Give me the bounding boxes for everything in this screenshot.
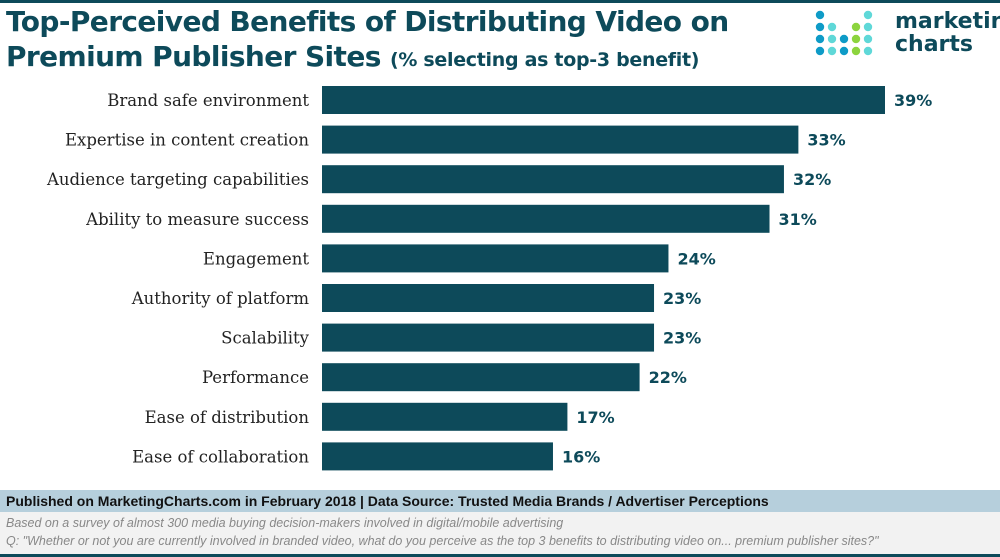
bar — [322, 244, 669, 273]
top-border — [0, 0, 1000, 3]
value-label: 23% — [663, 329, 701, 348]
value-label: 16% — [562, 447, 600, 466]
logo-dot — [863, 46, 873, 56]
bar — [322, 402, 568, 431]
category-label: Scalability — [221, 329, 310, 348]
category-label: Engagement — [203, 249, 309, 268]
logo-dot — [827, 46, 837, 56]
category-label: Authority of platform — [131, 289, 310, 308]
logo-text-2: charts — [895, 32, 974, 57]
value-label: 23% — [663, 289, 701, 308]
category-label: Expertise in content creation — [65, 131, 309, 150]
source-bar: Published on MarketingCharts.com in Febr… — [0, 490, 1000, 512]
category-label: Brand safe environment — [107, 91, 309, 110]
value-label: 31% — [779, 210, 817, 229]
bar — [322, 363, 640, 392]
value-label: 39% — [894, 91, 932, 110]
bar — [322, 86, 885, 114]
value-label: 17% — [576, 408, 614, 427]
logo-text-1: marketing — [895, 9, 1000, 34]
notes: Based on a survey of almost 300 media bu… — [0, 512, 1000, 554]
logo-dot — [815, 10, 825, 20]
logo-dot — [815, 46, 825, 56]
category-label: Performance — [202, 368, 309, 387]
bar — [322, 165, 784, 194]
logo-dot — [839, 46, 849, 56]
marketingcharts-logo: marketingcharts — [815, 10, 1000, 60]
value-label: 24% — [677, 249, 715, 268]
logo-dot — [827, 22, 837, 32]
logo-dots-icon — [815, 10, 873, 56]
logo-dot — [863, 34, 873, 44]
logo-dot — [815, 22, 825, 32]
bar — [322, 204, 770, 233]
chart-title: Top-Perceived Benefits of Distributing V… — [6, 4, 729, 78]
value-label: 32% — [793, 170, 831, 189]
bar — [322, 125, 799, 154]
source-text: Published on MarketingCharts.com in Febr… — [6, 493, 769, 509]
category-label: Ease of distribution — [145, 408, 310, 427]
bar — [322, 323, 655, 352]
bar — [322, 284, 655, 312]
note-survey: Based on a survey of almost 300 media bu… — [6, 516, 564, 530]
logo-dot — [851, 22, 861, 32]
value-label: 33% — [807, 131, 845, 150]
value-label: 22% — [649, 368, 687, 387]
logo-dot — [815, 34, 825, 44]
category-label: Audience targeting capabilities — [46, 170, 309, 189]
title-line-2: Premium Publisher Sites — [6, 40, 381, 73]
bar-chart: Brand safe environment 39% Expertise in co… — [46, 86, 932, 471]
logo-dot — [827, 34, 837, 44]
note-question: Q: "Whether or not you are currently inv… — [6, 534, 879, 548]
logo-dot — [863, 22, 873, 32]
chart-subtitle: (% selecting as top-3 benefit) — [389, 49, 700, 71]
bar — [322, 442, 553, 471]
bottom-border — [0, 554, 1000, 557]
category-label: Ease of collaboration — [132, 447, 309, 466]
category-label: Ability to measure success — [85, 210, 309, 229]
logo-dot — [863, 10, 873, 20]
logo-dot — [851, 46, 861, 56]
logo-dot — [839, 34, 849, 44]
title-line-1: Top-Perceived Benefits of Distributing V… — [6, 5, 729, 38]
logo-dot — [851, 34, 861, 44]
